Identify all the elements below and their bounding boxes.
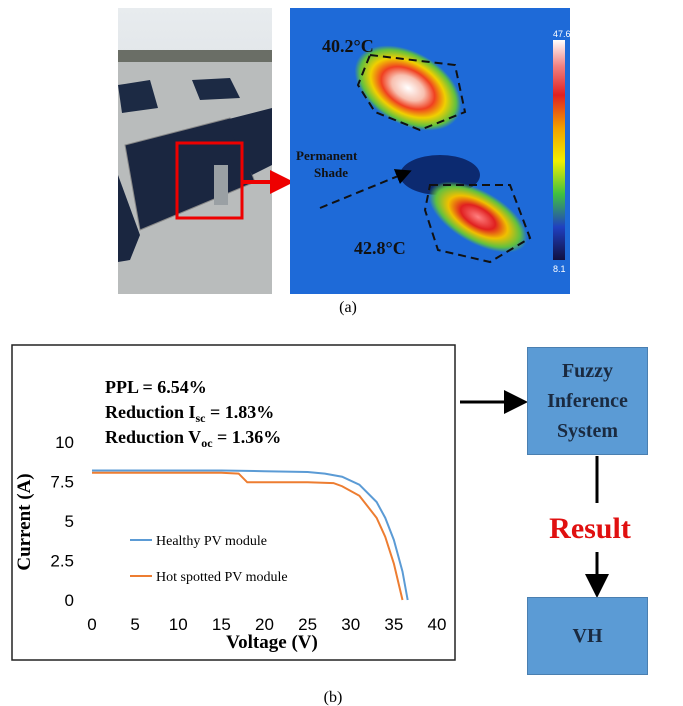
plot: 0 5 10 15 20 25 30 35 40 0 2.5 5 7.5 10 Voltage (V) Cur… xyxy=(14,377,446,653)
annotation-part: = 1.83% xyxy=(206,402,275,422)
x-tick-label: 10 xyxy=(169,615,188,634)
annotation-part: Reduction I xyxy=(105,402,196,422)
annotation: Reduction Isc = 1.83% xyxy=(105,402,274,425)
x-tick-label: 40 xyxy=(428,615,447,634)
y-tick-label: 2.5 xyxy=(50,552,74,571)
vh-box: VH xyxy=(527,597,648,675)
annotation-part: oc xyxy=(201,436,213,450)
chart-frame xyxy=(11,344,456,661)
annotation: PPL = 6.54% xyxy=(105,377,207,397)
y-axis-label: Current (A) xyxy=(14,473,35,570)
annotation-part: = 1.36% xyxy=(213,427,282,447)
temp-label: 40.2°C xyxy=(322,36,374,56)
y-tick-label: 0 xyxy=(65,591,74,610)
x-tick-label: 30 xyxy=(341,615,360,634)
x-tick-label: 5 xyxy=(130,615,139,634)
x-axis-label: Voltage (V) xyxy=(226,632,318,653)
result: Result xyxy=(549,512,631,545)
annotation: Reduction Voc = 1.36% xyxy=(105,427,281,450)
y-tick-label: 10 xyxy=(55,433,74,452)
caption: (b) xyxy=(324,689,343,706)
x-tick-label: 25 xyxy=(298,615,317,634)
thermal-image: 40.2°C 42.8°C 47.6 °C 8.1 xyxy=(290,8,584,294)
bar-max: 47.6 °C xyxy=(553,29,584,39)
x-tick-label: 15 xyxy=(212,615,231,634)
x-tick-label: 35 xyxy=(384,615,403,634)
photo xyxy=(118,8,294,294)
caption: (a) xyxy=(339,299,357,316)
y-tick-label: 7.5 xyxy=(50,473,74,492)
x-tick-label: 0 xyxy=(87,615,96,634)
annotation-part: PPL = 6.54% xyxy=(105,377,207,397)
annotation-part: Reduction V xyxy=(105,427,201,447)
shade-label: Permanent Shade xyxy=(296,148,358,180)
x-tick-label: 20 xyxy=(255,615,274,634)
series-line xyxy=(92,471,404,601)
bar-min: 8.1 xyxy=(553,264,566,274)
annotation-part: sc xyxy=(196,411,207,425)
legend-label: Healthy PV module xyxy=(156,534,267,549)
legend-label: Hot spotted PV module xyxy=(156,570,288,585)
fuzzy-box: Fuzzy Inference System xyxy=(527,347,648,455)
temp-label: 42.8°C xyxy=(354,238,406,258)
y-tick-label: 5 xyxy=(65,512,74,531)
series-line xyxy=(92,469,409,601)
